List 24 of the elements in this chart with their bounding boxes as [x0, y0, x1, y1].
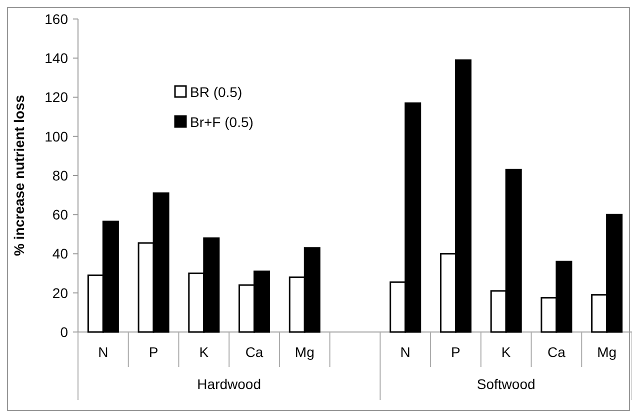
x-tick-label: Mg [597, 344, 617, 360]
y-tick-label: 40 [52, 246, 68, 262]
text: Softwood [476, 376, 536, 392]
y-tick-label: 160 [44, 10, 68, 27]
x-tick-label: K [501, 344, 512, 360]
x-tick-label: K [199, 344, 210, 360]
x-tick-label: P [148, 344, 158, 360]
y-tick-label: 140 [44, 50, 68, 66]
x-tick-label: Mg [294, 344, 314, 360]
x-tick-label: N [98, 344, 108, 360]
x-tick-label: P [451, 344, 460, 360]
legend-label: BR (0.5) [190, 84, 242, 100]
x-tick-label: Ca [548, 344, 566, 360]
y-axis-title: % increase nutrient loss [11, 94, 27, 256]
y-tick-label: 80 [52, 167, 68, 184]
y-tick-label: 20 [52, 284, 68, 301]
y-tick-label: 60 [52, 206, 68, 223]
x-tick-label: N [400, 344, 410, 360]
y-tick-label: 0 [60, 324, 68, 340]
x-tick-label: Ca [245, 344, 264, 360]
legend-label: Br+F (0.5) [190, 114, 254, 130]
y-tick-label: 120 [44, 89, 68, 106]
text: Hardwood [197, 376, 262, 392]
y-tick-label: 100 [44, 128, 68, 144]
